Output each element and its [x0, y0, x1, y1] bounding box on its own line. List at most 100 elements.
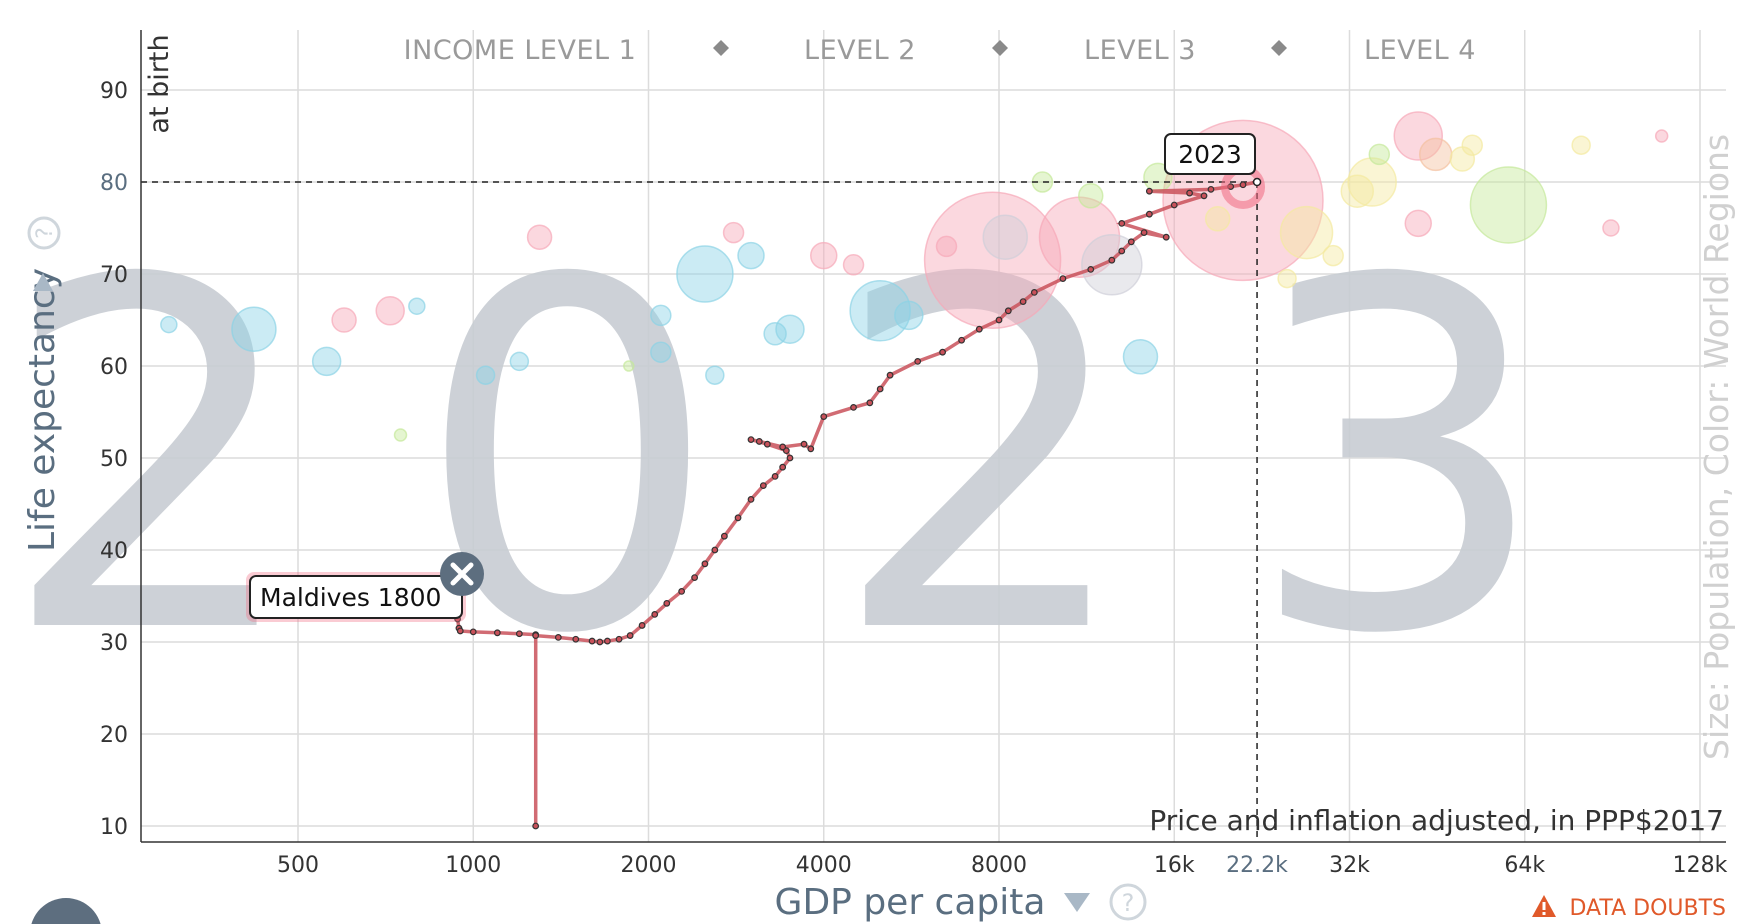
country-bubble[interactable] — [737, 241, 765, 270]
country-bubble[interactable] — [842, 254, 865, 276]
trail-point[interactable] — [596, 638, 604, 646]
country-bubble[interactable] — [509, 351, 530, 372]
trail-point[interactable] — [1059, 275, 1067, 283]
country-bubble[interactable] — [1469, 166, 1548, 244]
trail-point[interactable] — [939, 348, 946, 356]
trail-point[interactable] — [1207, 185, 1215, 193]
trail-point[interactable] — [800, 440, 808, 448]
size-color-label[interactable]: Size: Population, Color: World Regions — [1697, 134, 1736, 760]
income-level-label[interactable]: INCOME LEVEL 1 — [404, 35, 637, 66]
country-bubble[interactable] — [1654, 129, 1669, 143]
trail-point[interactable] — [759, 482, 767, 490]
trail-point[interactable] — [1145, 187, 1153, 195]
trail-point[interactable] — [1118, 247, 1126, 255]
trail-point[interactable] — [701, 560, 709, 568]
trail-point[interactable] — [493, 629, 501, 637]
trail-point[interactable] — [786, 454, 794, 462]
trail-point[interactable] — [554, 634, 562, 641]
country-bubble[interactable] — [1081, 234, 1143, 296]
country-bubble[interactable] — [763, 322, 787, 346]
income-level-bar[interactable]: INCOME LEVEL 1 LEVEL 2 LEVEL 3 LEVEL 4 — [404, 35, 1476, 66]
trail-point[interactable] — [763, 440, 771, 448]
trail-point[interactable] — [995, 316, 1003, 324]
country-bubble[interactable] — [311, 346, 342, 377]
country-bubble[interactable] — [676, 245, 734, 303]
trail-point[interactable] — [1140, 229, 1148, 237]
trail-point[interactable] — [747, 436, 755, 444]
trail-point[interactable] — [711, 546, 719, 554]
x-axis-title[interactable]: GDP per capita — [775, 882, 1046, 923]
trail-point[interactable] — [1186, 189, 1193, 197]
trail-point[interactable] — [663, 599, 671, 607]
data-doubts-link[interactable]: DATA DOUBTS — [1532, 895, 1726, 921]
x-axis-dropdown-icon[interactable] — [1064, 893, 1090, 912]
trail-point[interactable] — [469, 628, 477, 636]
country-bubble[interactable] — [1347, 157, 1397, 207]
country-bubble[interactable] — [650, 341, 672, 363]
country-bubble[interactable] — [1571, 135, 1591, 155]
country-bubble[interactable] — [1393, 111, 1444, 161]
country-bubble[interactable] — [849, 280, 911, 342]
trail-point[interactable] — [866, 399, 874, 407]
trail-point[interactable] — [886, 371, 894, 379]
income-level-label[interactable]: LEVEL 2 — [804, 35, 916, 66]
y-axis-dropdown-icon[interactable] — [33, 273, 53, 291]
trail-point[interactable] — [807, 445, 815, 453]
country-bubble[interactable] — [775, 314, 805, 344]
trail-point[interactable] — [1108, 256, 1116, 264]
country-bubble[interactable] — [623, 360, 635, 372]
x-axis-help-icon[interactable]: ? — [1109, 883, 1147, 921]
country-bubble[interactable] — [1279, 205, 1334, 260]
trail-point[interactable] — [734, 514, 742, 522]
country-bubble[interactable] — [1340, 174, 1375, 208]
country-bubble[interactable] — [1322, 244, 1344, 267]
end-label-box[interactable] — [1164, 133, 1256, 175]
trail-point[interactable] — [747, 496, 755, 503]
trail-point[interactable] — [615, 635, 623, 643]
country-bubble[interactable] — [810, 241, 838, 270]
country-bubble[interactable] — [1404, 209, 1433, 238]
trail-point[interactable] — [914, 358, 922, 365]
trail-point[interactable] — [532, 822, 540, 830]
trail-point[interactable] — [755, 438, 763, 445]
income-level-label[interactable]: LEVEL 4 — [1364, 35, 1476, 66]
country-bubble[interactable] — [923, 191, 1062, 329]
selected-end-point[interactable] — [1252, 177, 1262, 187]
trail-point[interactable] — [975, 325, 983, 333]
trail-point[interactable] — [779, 443, 787, 451]
trail-point[interactable] — [1087, 266, 1095, 273]
trail-point[interactable] — [771, 473, 779, 480]
trail-point[interactable] — [691, 574, 698, 581]
trail-point[interactable] — [588, 637, 596, 645]
trail-point[interactable] — [850, 404, 857, 411]
country-bubble[interactable] — [408, 297, 426, 315]
trail-point[interactable] — [779, 463, 787, 471]
trail-point[interactable] — [1118, 219, 1126, 227]
trail-point[interactable] — [876, 385, 884, 393]
trail-point[interactable] — [626, 632, 634, 639]
country-bubble[interactable] — [1368, 143, 1391, 166]
country-bubble[interactable] — [1602, 219, 1620, 237]
trail-point[interactable] — [1127, 238, 1135, 246]
trail-point[interactable] — [1162, 233, 1170, 241]
close-icon[interactable] — [440, 552, 484, 596]
trail-point[interactable] — [1145, 210, 1153, 218]
country-bubble[interactable] — [894, 300, 924, 331]
menu-button[interactable] — [30, 898, 102, 924]
country-bubble[interactable] — [1078, 183, 1104, 209]
country-bubble[interactable] — [475, 365, 496, 385]
country-bubble[interactable] — [1418, 137, 1453, 172]
country-bubble[interactable] — [1122, 339, 1159, 375]
trail-point[interactable] — [678, 588, 686, 595]
country-bubble[interactable] — [375, 296, 405, 326]
trail-point[interactable] — [820, 413, 828, 421]
trail-point[interactable] — [1239, 181, 1247, 189]
income-level-label[interactable]: LEVEL 3 — [1084, 35, 1196, 66]
country-bubble[interactable] — [722, 221, 745, 244]
country-bubble[interactable] — [935, 235, 958, 258]
country-bubble[interactable] — [705, 365, 725, 385]
trail-point[interactable] — [1004, 307, 1012, 315]
y-axis-help-icon[interactable]: ? — [27, 216, 61, 250]
trail-point[interactable] — [1019, 298, 1027, 306]
country-bubble[interactable] — [1277, 268, 1297, 289]
